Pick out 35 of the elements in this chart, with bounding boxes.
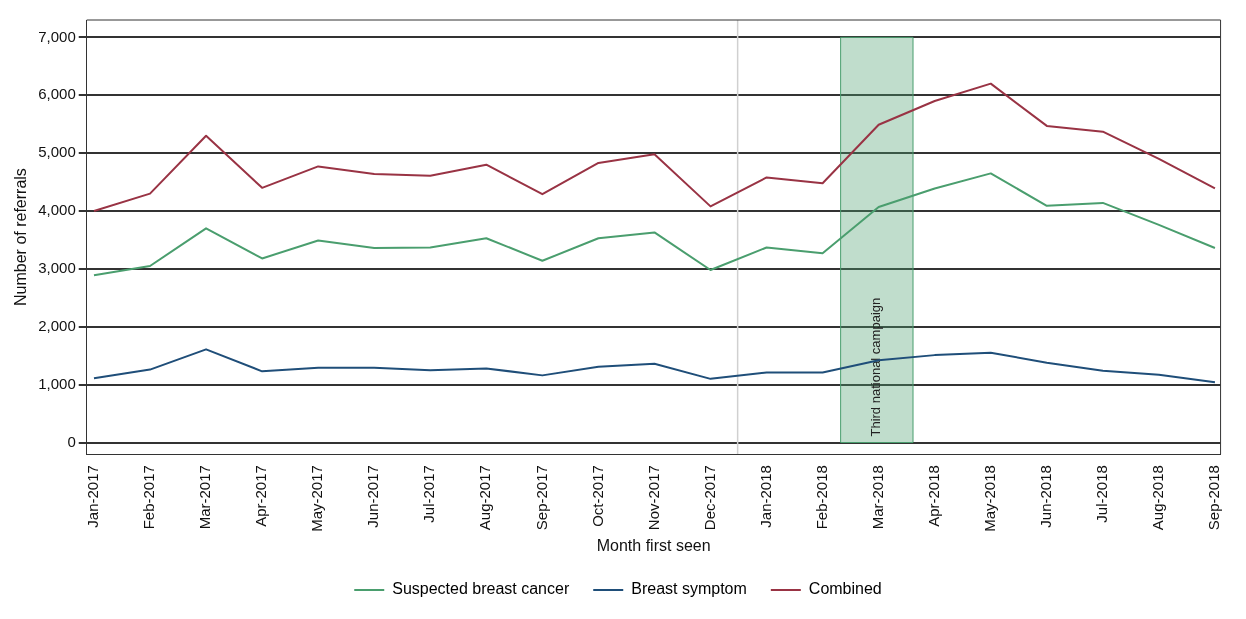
y-axis-title: Number of referrals <box>12 168 30 306</box>
x-tick-label: Sep-2017 <box>532 465 550 531</box>
x-tick-label: Nov-2017 <box>644 465 662 531</box>
x-tick-label: Jan-2018 <box>756 465 774 528</box>
x-tick-label: Apr-2018 <box>924 465 942 527</box>
x-tick-label: Jan-2017 <box>84 465 102 528</box>
y-tick-label: 6,000 <box>38 85 76 103</box>
y-tick-label: 2,000 <box>38 316 76 334</box>
legend-label: Combined <box>808 580 882 598</box>
x-tick-label: Jul-2017 <box>420 465 438 523</box>
x-axis-title: Month first seen <box>596 536 711 554</box>
x-tick-label: Feb-2018 <box>812 465 830 530</box>
x-tick-label: Dec-2017 <box>700 465 718 531</box>
x-tick-label: Mar-2018 <box>868 465 886 530</box>
x-tick-label: Oct-2017 <box>588 465 606 527</box>
legend-label: Breast symptom <box>631 580 747 598</box>
x-tick-label: Mar-2017 <box>196 465 214 530</box>
x-tick-label: Feb-2017 <box>140 465 158 530</box>
y-tick-label: 7,000 <box>38 27 76 45</box>
y-tick-label: 5,000 <box>38 143 76 161</box>
y-tick-label: 4,000 <box>38 201 76 219</box>
y-tick-label: 3,000 <box>38 259 76 277</box>
x-tick-label: Jun-2018 <box>1036 465 1054 528</box>
x-tick-label: Sep-2018 <box>1205 465 1223 531</box>
x-tick-label: May-2018 <box>980 465 998 532</box>
x-tick-label: May-2017 <box>308 465 326 532</box>
x-tick-label: Aug-2017 <box>476 465 494 531</box>
x-tick-label: Aug-2018 <box>1149 465 1167 531</box>
y-tick-label: 1,000 <box>38 374 76 392</box>
x-tick-label: Apr-2017 <box>252 465 270 527</box>
y-tick-label: 0 <box>67 432 76 450</box>
band-label: Third national campaign <box>868 297 884 437</box>
legend-label: Suspected breast cancer <box>392 580 570 598</box>
x-tick-label: Jul-2018 <box>1093 465 1110 523</box>
x-tick-label: Jun-2017 <box>364 465 382 528</box>
